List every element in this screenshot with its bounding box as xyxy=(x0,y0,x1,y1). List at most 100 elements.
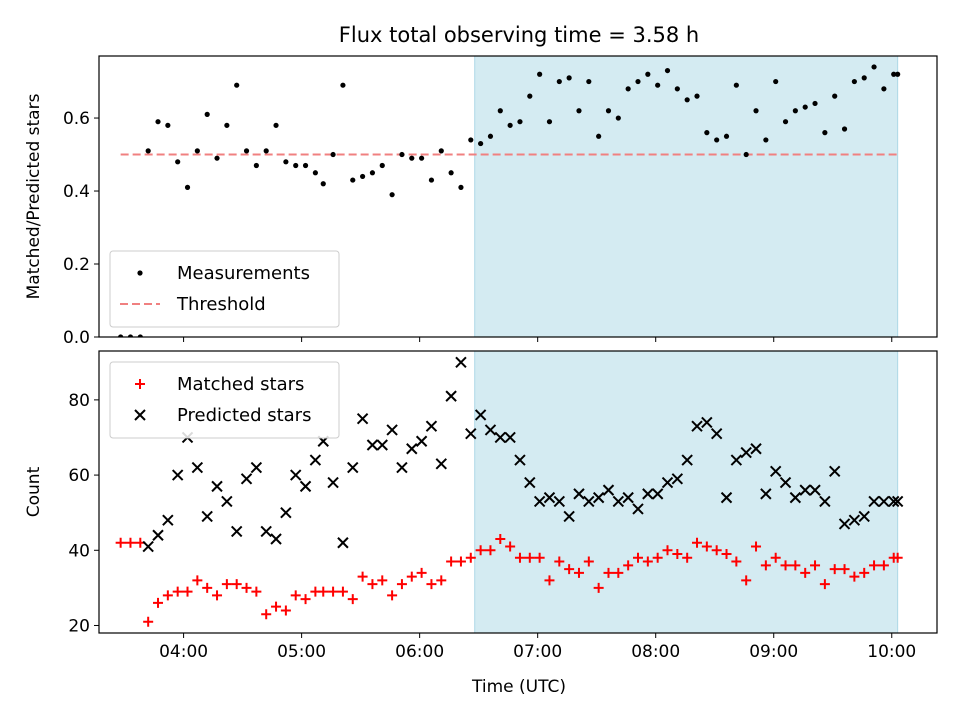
data-point xyxy=(564,564,575,575)
data-point xyxy=(204,111,210,117)
data-point xyxy=(733,82,739,88)
data-point xyxy=(396,461,408,474)
data-point xyxy=(751,541,762,552)
data-point xyxy=(769,465,782,478)
data-point xyxy=(241,582,252,593)
data-point xyxy=(224,122,230,128)
data-point xyxy=(263,148,269,154)
data-point xyxy=(330,151,336,158)
y-tick-label: 0.6 xyxy=(63,109,90,129)
data-point xyxy=(682,552,693,563)
data-point xyxy=(832,93,838,99)
data-point xyxy=(428,177,435,183)
data-point xyxy=(524,552,535,563)
data-point xyxy=(613,567,624,578)
data-point xyxy=(760,488,772,500)
data-point xyxy=(681,454,693,466)
data-point xyxy=(543,491,556,504)
data-point xyxy=(566,75,572,81)
data-point xyxy=(302,162,309,169)
data-point xyxy=(290,590,301,601)
data-point xyxy=(652,552,663,563)
data-point xyxy=(819,495,831,508)
data-point xyxy=(563,510,575,523)
legend-swatch xyxy=(137,270,143,276)
data-point xyxy=(214,155,220,161)
data-point xyxy=(810,560,821,571)
data-point xyxy=(455,356,467,368)
y-tick-label: 40 xyxy=(68,541,90,561)
data-point xyxy=(165,122,171,128)
data-point xyxy=(753,108,759,114)
data-point xyxy=(475,545,486,556)
data-point xyxy=(497,108,503,114)
legend: Measurements Threshold xyxy=(109,250,340,328)
data-point xyxy=(280,506,292,519)
data-point xyxy=(514,552,525,563)
data-point xyxy=(142,540,154,553)
data-point xyxy=(586,78,592,85)
data-point xyxy=(357,571,368,582)
data-point xyxy=(573,488,585,500)
data-point xyxy=(162,590,173,601)
data-point xyxy=(448,170,454,176)
data-point xyxy=(780,560,791,571)
data-point xyxy=(848,514,861,526)
data-point xyxy=(723,133,730,139)
axes-frame xyxy=(98,350,938,634)
y-axis-label: Matched/Predicted stars xyxy=(24,93,44,299)
data-point xyxy=(379,162,385,169)
data-point xyxy=(271,601,282,612)
data-point xyxy=(270,533,282,545)
legend: Matched stars Predicted stars xyxy=(109,361,340,439)
x-tick-label: 10:00 xyxy=(867,642,916,662)
y-tick-label: 20 xyxy=(68,616,90,636)
data-point xyxy=(741,575,752,586)
data-point xyxy=(799,484,811,496)
data-point xyxy=(455,556,466,567)
data-point xyxy=(839,564,850,575)
series-measurements xyxy=(118,64,901,337)
data-point xyxy=(347,461,359,474)
data-point xyxy=(592,491,605,504)
data-point xyxy=(514,454,526,466)
legend-label: Threshold xyxy=(176,294,266,315)
data-point xyxy=(632,503,644,515)
data-point xyxy=(340,82,346,88)
measurements-panel: 0.0 0.2 0.4 0.6 Matched/Predicted stars Measu… xyxy=(24,55,938,348)
data-point xyxy=(517,119,523,125)
data-point xyxy=(809,484,821,496)
y-tick-label: 80 xyxy=(68,391,90,411)
data-point xyxy=(554,556,565,567)
data-point xyxy=(211,480,223,493)
data-point xyxy=(891,71,897,77)
data-point xyxy=(212,590,223,601)
data-point xyxy=(691,420,703,432)
data-point xyxy=(861,75,867,81)
data-point xyxy=(293,162,299,169)
data-point xyxy=(171,469,184,481)
data-point xyxy=(714,137,720,143)
data-point xyxy=(851,78,857,85)
data-point xyxy=(655,82,661,88)
data-point xyxy=(684,97,690,103)
data-point xyxy=(243,148,250,154)
data-point xyxy=(720,491,733,504)
data-point xyxy=(895,71,901,77)
data-point xyxy=(458,184,464,190)
data-point xyxy=(603,567,614,578)
data-point xyxy=(231,579,242,590)
data-point xyxy=(202,582,213,593)
data-point xyxy=(438,148,444,154)
data-point xyxy=(534,552,545,563)
data-point xyxy=(436,575,447,586)
legend-label: Predicted stars xyxy=(177,405,311,426)
data-point xyxy=(465,428,477,440)
data-point xyxy=(350,177,356,183)
data-point xyxy=(318,586,329,597)
data-point xyxy=(416,567,427,578)
data-point xyxy=(710,428,723,440)
data-point xyxy=(544,575,555,586)
data-point xyxy=(153,597,164,608)
data-point xyxy=(645,71,651,77)
